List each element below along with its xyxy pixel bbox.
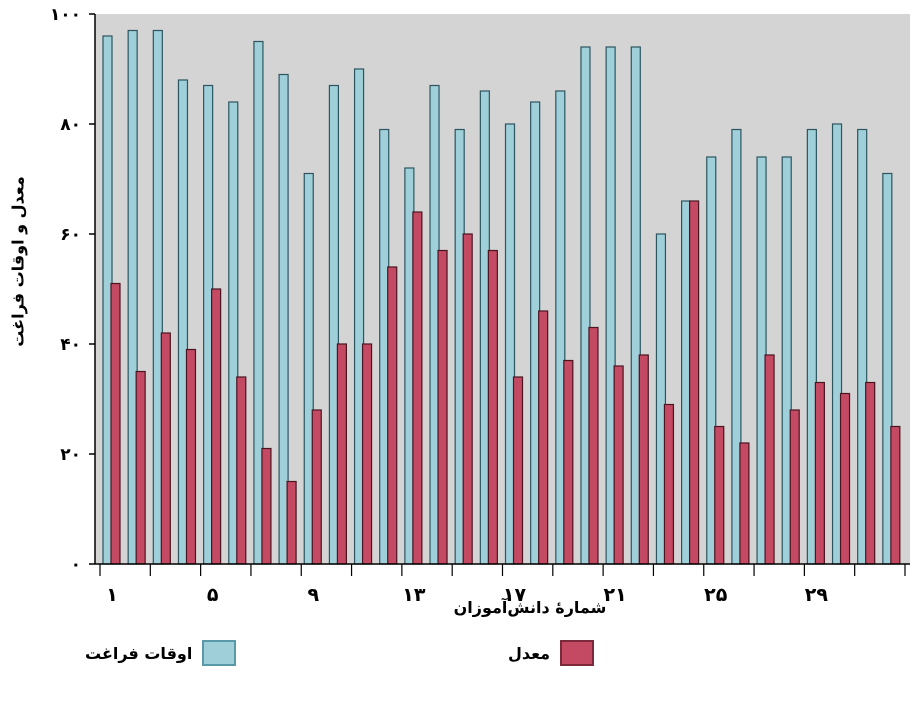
bar-average-4	[185, 348, 197, 565]
x-tick-label: ۲۱	[604, 584, 627, 606]
x-tick-label: ۱۷	[503, 584, 527, 606]
y-tick-label: ۶۰	[60, 225, 81, 245]
legend-swatch-average	[560, 640, 595, 666]
x-tick-label: ۲۹	[805, 584, 829, 606]
legend-item-average: معدل	[508, 640, 595, 666]
y-tick-label: ۰	[71, 555, 81, 575]
bar-average-5	[211, 288, 222, 565]
x-tick-label: ۱	[106, 584, 118, 606]
bar-average-28	[789, 409, 800, 565]
bar-average-26	[739, 442, 750, 565]
bar-average-16	[487, 249, 498, 565]
x-axis-label: شمارهٔ دانش‌آموزان	[453, 598, 607, 617]
y-tick-label: ۲۰	[60, 445, 81, 465]
legend-label-free-time: اوقات فراغت	[85, 643, 193, 663]
bar-average-17	[512, 376, 524, 565]
bar-average-24	[688, 200, 700, 565]
bar-average-21	[613, 365, 624, 565]
legend-swatch-free-time	[202, 640, 237, 666]
bar-average-11	[361, 343, 373, 565]
x-tick-label: ۹	[307, 584, 319, 606]
bar-average-31	[865, 381, 876, 565]
y-tick-label: ۴۰	[60, 335, 81, 355]
bar-average-13	[412, 211, 423, 565]
bar-average-19	[563, 359, 574, 565]
bar-average-9	[311, 409, 322, 565]
bar-average-8	[286, 480, 297, 565]
bar-average-22	[638, 354, 649, 565]
bar-average-7	[261, 447, 272, 565]
x-tick-label: ۱۳	[402, 584, 426, 606]
bar-average-14	[437, 249, 448, 565]
x-tick-label: ۵	[207, 584, 219, 606]
bar-average-2	[135, 370, 146, 565]
y-tick-label: ۱۰۰	[50, 5, 81, 25]
bar-average-3	[160, 332, 171, 565]
bar-average-18	[538, 310, 549, 565]
y-axis-label: معدل و اوقات فراغت	[8, 176, 28, 347]
bar-average-23	[663, 403, 675, 565]
bar-average-6	[236, 376, 247, 565]
bar-average-12	[387, 266, 398, 565]
bar-average-10	[336, 343, 348, 565]
bar-average-27	[764, 354, 775, 565]
legend-item-free-time: اوقات فراغت	[85, 640, 237, 666]
bar-average-15	[462, 233, 473, 565]
axes-group: ۰ ۲۰ ۴۰ ۶۰ ۸۰ ۱۰۰ ۱ ۵ ۹ ۱۳ ۱۷ ۲۱ ۲۵ ۲۹	[50, 5, 910, 606]
x-tick-label: ۲۵	[704, 584, 728, 606]
y-tick-label: ۸۰	[60, 115, 81, 135]
bar-average-25	[714, 425, 725, 565]
legend-label-average: معدل	[508, 643, 551, 663]
bar-average-32	[890, 425, 901, 565]
bar-average-29	[814, 381, 825, 565]
bar-average-20	[588, 326, 599, 565]
bar-average-30	[839, 392, 851, 565]
bar-average-1	[110, 282, 121, 565]
